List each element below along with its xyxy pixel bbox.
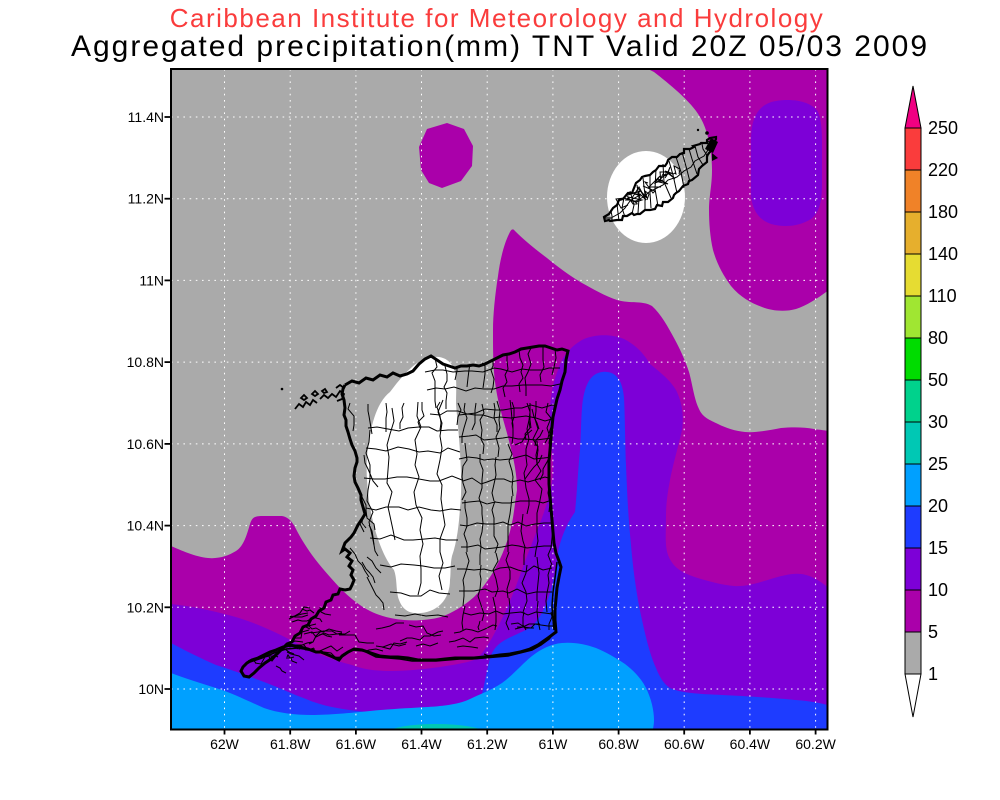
svg-text:61.4W: 61.4W [401, 736, 442, 752]
svg-text:60.8W: 60.8W [598, 736, 639, 752]
svg-text:10.6N: 10.6N [127, 436, 164, 452]
svg-text:15: 15 [928, 538, 948, 558]
svg-text:5: 5 [928, 622, 938, 642]
svg-text:80: 80 [928, 328, 948, 348]
svg-text:180: 180 [928, 202, 958, 222]
svg-text:61.6W: 61.6W [336, 736, 377, 752]
svg-text:10.8N: 10.8N [127, 354, 164, 370]
svg-text:60.2W: 60.2W [795, 736, 836, 752]
svg-text:10.2N: 10.2N [127, 599, 164, 615]
svg-text:10.4N: 10.4N [127, 518, 164, 534]
svg-text:1: 1 [928, 664, 938, 684]
svg-text:140: 140 [928, 244, 958, 264]
svg-text:30: 30 [928, 412, 948, 432]
svg-text:62W: 62W [210, 736, 240, 752]
svg-text:Aggregated precipitation(mm) T: Aggregated precipitation(mm) TNT Valid 2… [71, 30, 929, 63]
svg-text:11.4N: 11.4N [128, 109, 164, 125]
svg-text:11N: 11N [139, 272, 164, 288]
svg-text:110: 110 [928, 286, 957, 306]
svg-text:250: 250 [928, 118, 958, 138]
svg-text:10N: 10N [138, 681, 164, 697]
svg-text:60.6W: 60.6W [664, 736, 705, 752]
svg-text:11.2N: 11.2N [128, 191, 164, 207]
svg-text:Caribbean Institute for Meteor: Caribbean Institute for Meteorology and … [170, 3, 825, 33]
svg-text:61W: 61W [539, 736, 569, 752]
svg-text:220: 220 [928, 160, 958, 180]
svg-text:50: 50 [928, 370, 948, 390]
svg-text:61.8W: 61.8W [270, 736, 311, 752]
svg-text:10: 10 [928, 580, 948, 600]
svg-text:25: 25 [928, 454, 948, 474]
svg-text:61.2W: 61.2W [467, 736, 508, 752]
svg-text:60.4W: 60.4W [730, 736, 771, 752]
svg-text:20: 20 [928, 496, 948, 516]
